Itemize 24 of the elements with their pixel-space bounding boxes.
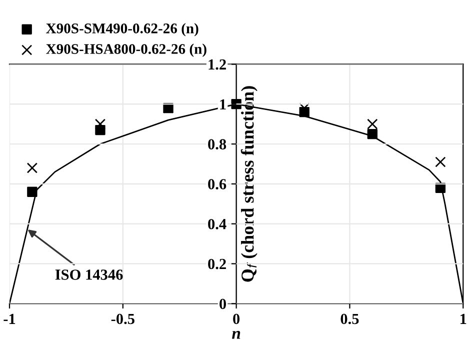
legend-label: X90S-HSA800-0.62-26 (n) (46, 44, 206, 57)
point (231, 99, 242, 110)
y-tick-label: 0.8 (208, 139, 226, 150)
point (26, 162, 38, 174)
point (27, 186, 38, 197)
point (367, 128, 378, 140)
x-tick-label: -1 (4, 314, 16, 324)
x-tick-label: 1 (460, 314, 466, 324)
point (435, 156, 446, 168)
y-tick-label: 1 (220, 99, 226, 110)
point (94, 118, 106, 130)
x-tick-label: 0 (233, 314, 240, 324)
point (367, 118, 378, 130)
x-axis-title: n (232, 330, 240, 339)
x-tick-label: 0.5 (340, 314, 359, 324)
y-tick-label: 0 (220, 298, 226, 310)
legend-label: X90S-SM490-0.62-26 (n) (46, 23, 198, 36)
point (299, 102, 310, 114)
y-tick-label: 0.6 (208, 179, 226, 190)
y-tick-label: 1.2 (208, 59, 226, 70)
y-tick-label: 0.4 (208, 218, 226, 230)
y-tick-label: 0.2 (208, 258, 226, 270)
x-tick-label: -0.5 (111, 314, 134, 324)
annotation: ISO 14346 (55, 270, 123, 280)
